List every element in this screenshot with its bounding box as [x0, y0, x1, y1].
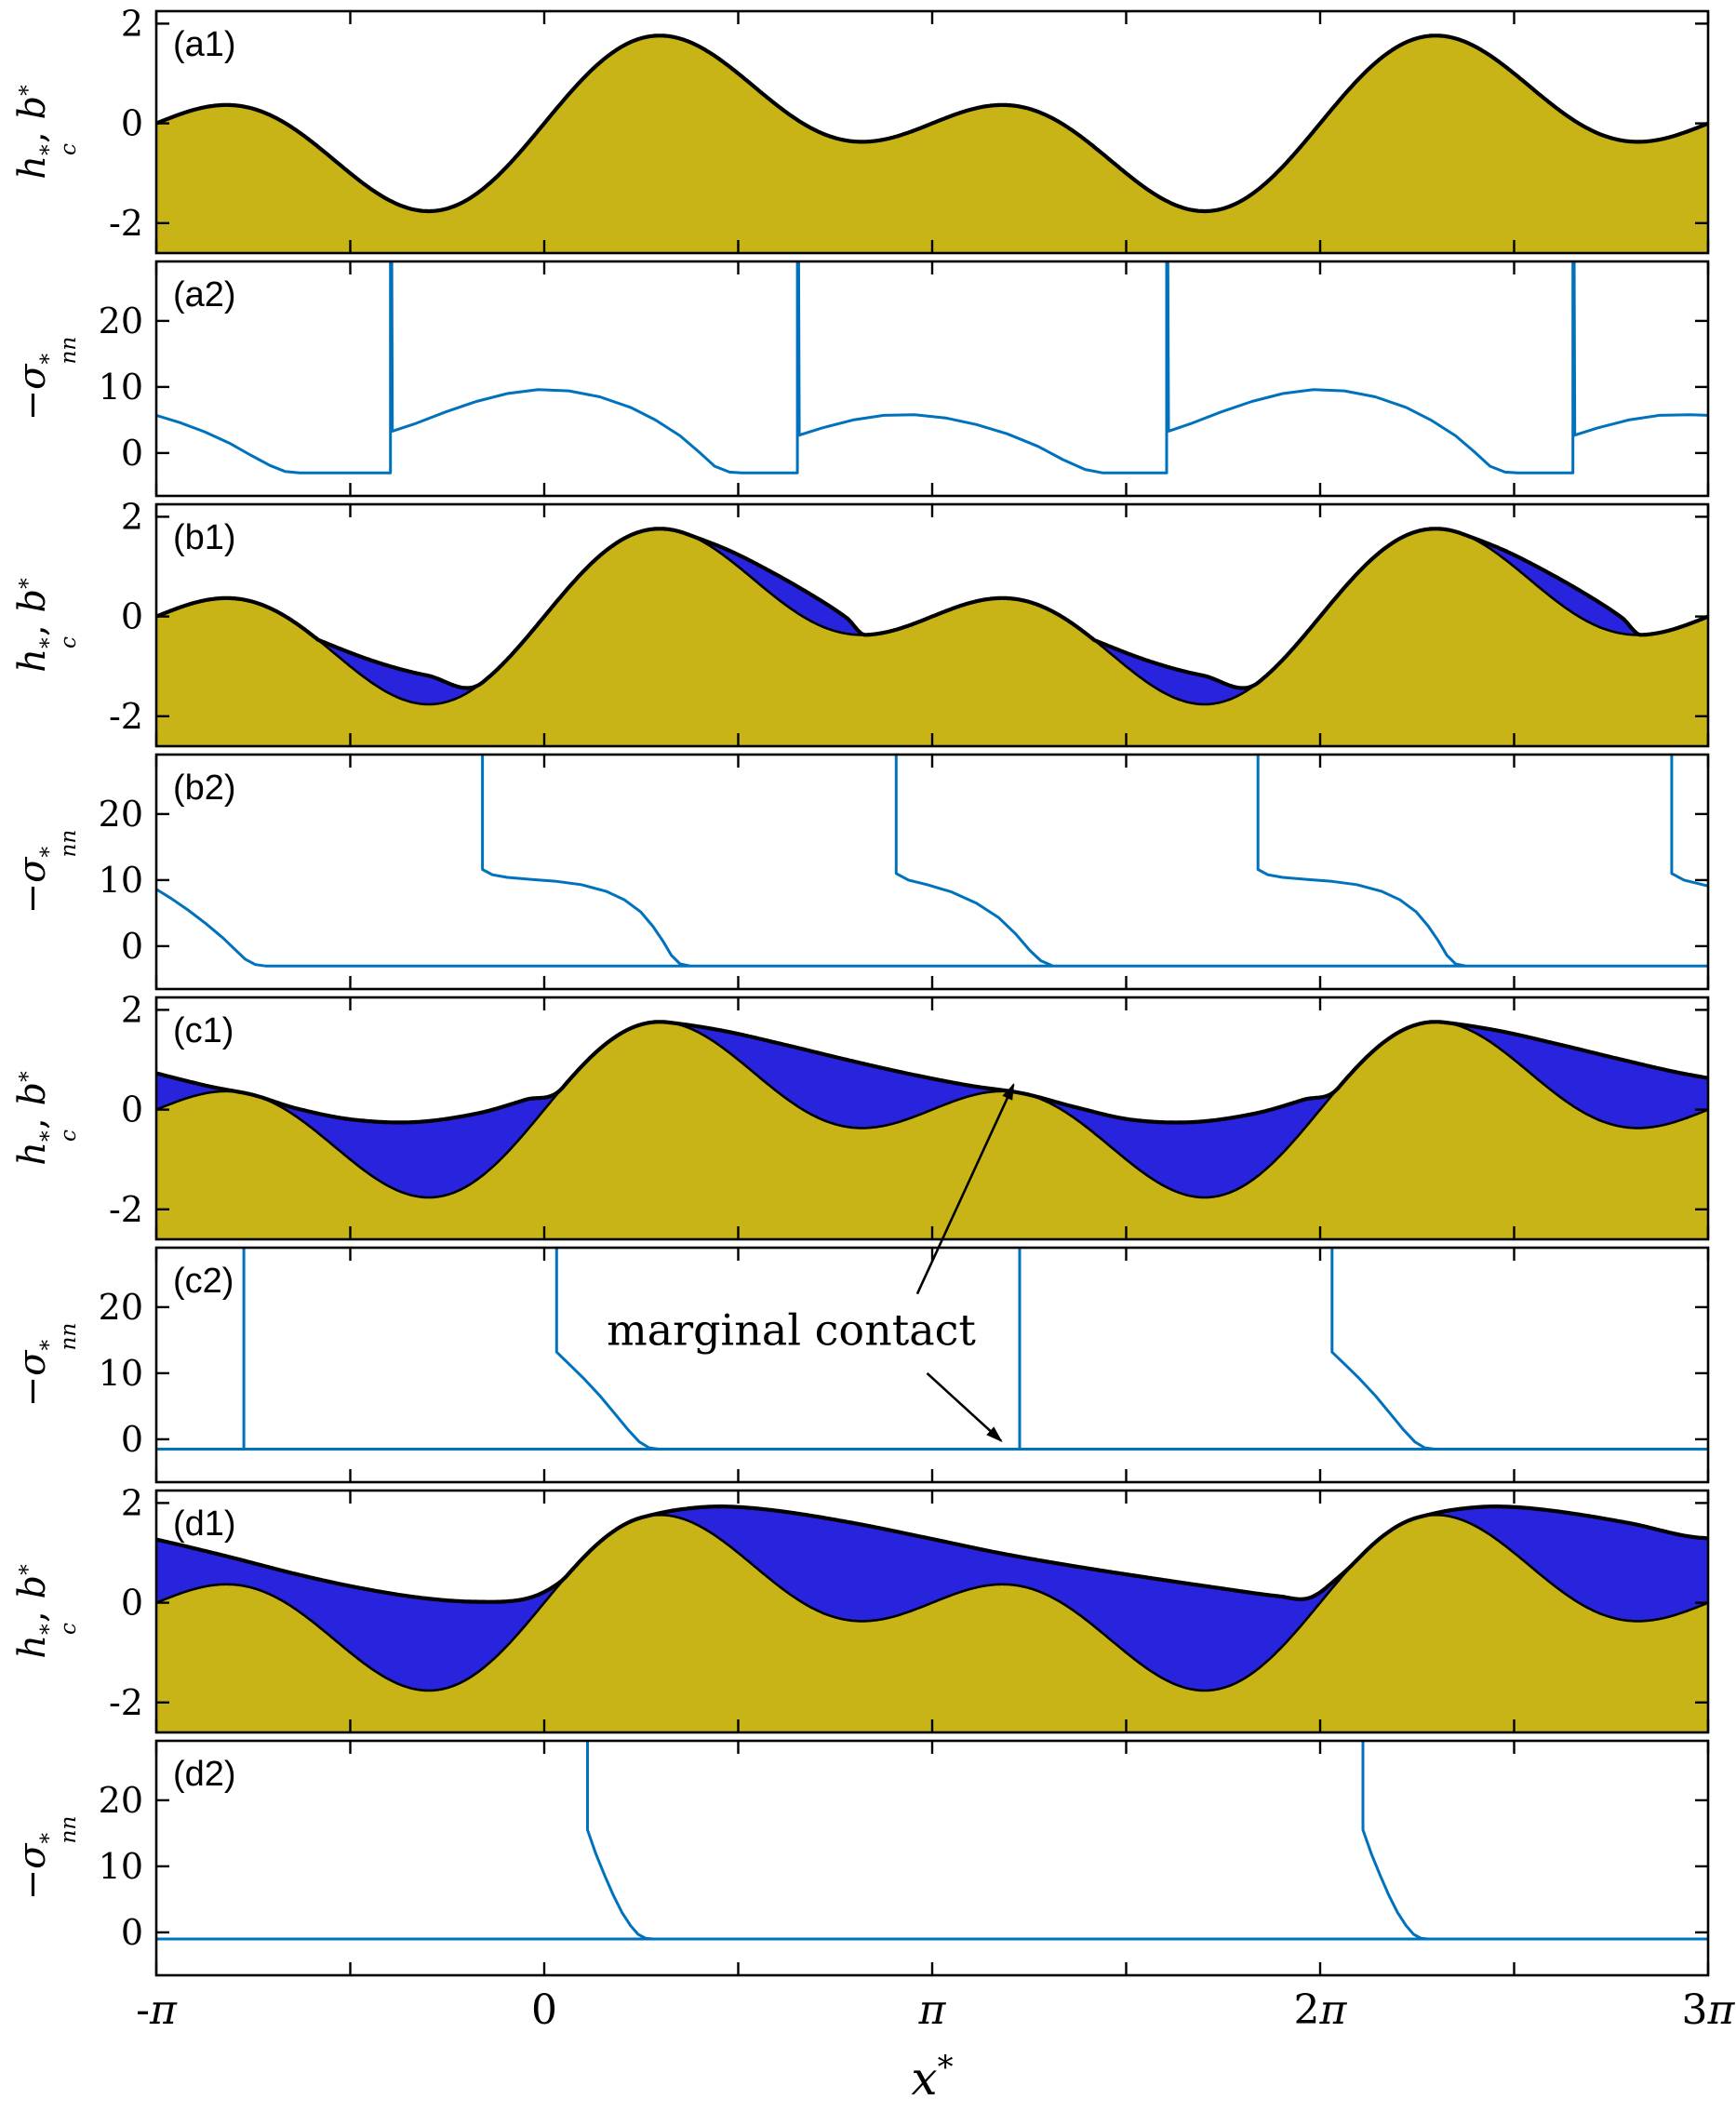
y-tick-label: 20 [99, 301, 143, 341]
pressure-curve [156, 261, 1708, 475]
x-tick-label: 2π [1294, 1986, 1348, 2034]
annotation-arrow [915, 1082, 1015, 1295]
y-tick-label: 10 [99, 860, 143, 901]
y-tick-label: 2 [121, 3, 143, 44]
panel-frame [154, 1739, 1710, 1977]
y-tick-label: -2 [109, 1682, 143, 1723]
panel-frame [154, 1489, 1710, 1734]
panel-label-b1: (b1) [173, 518, 236, 557]
panel-d1: -2 0 2 (d1) [109, 1482, 1710, 1734]
axis-ticks [154, 1491, 1710, 1732]
y-tick-label: 10 [99, 1353, 143, 1394]
y-axis-label-c2: −σ * nn [10, 1322, 81, 1408]
sheet-curve [156, 527, 1708, 690]
panel-frame [154, 9, 1710, 255]
y-tick-label: 0 [121, 103, 143, 144]
substrate-fill [156, 35, 1708, 253]
y-axis-label-b1: h * c, b* [10, 578, 81, 673]
y-axis-label-b2: −σ * nn [10, 829, 81, 915]
panel-frame [154, 260, 1710, 498]
panel-label-d1: (d1) [173, 1504, 236, 1544]
panel-label-a1: (a1) [173, 25, 236, 64]
pressure-curve [156, 755, 1708, 968]
y-axis-label-d2: −σ * nn [10, 1815, 81, 1901]
y-tick-label: 0 [121, 596, 143, 637]
y-tick-label: 0 [121, 926, 143, 967]
gap-fill [667, 1022, 1020, 1129]
x-tick-label: π [918, 1986, 947, 2034]
y-axis-label-c1: h * c, b* [10, 1071, 81, 1166]
y-tick-label: 10 [99, 367, 143, 408]
y-tick-label: 10 [99, 1846, 143, 1887]
y-axis-label-a1: h * c, b* [10, 85, 81, 180]
gap-fill [1443, 1022, 1708, 1129]
annotation-arrow [926, 1371, 1003, 1442]
y-tick-label: -2 [109, 203, 143, 244]
y-tick-label: 20 [99, 1287, 143, 1328]
y-tick-label: 2 [121, 496, 143, 537]
axis-ticks [154, 998, 1710, 1238]
substrate-fill [156, 1022, 1708, 1239]
sheet-curve [156, 1020, 1708, 1125]
axis-ticks [154, 1249, 1710, 1481]
panel-a1: -2 0 2 (a1) [109, 3, 1710, 255]
axis-ticks [154, 262, 1710, 495]
y-tick-label: -2 [109, 696, 143, 737]
y-tick-label: 0 [121, 1419, 143, 1460]
panel-label-b2: (b2) [173, 769, 236, 808]
y-tick-label: 0 [121, 1583, 143, 1624]
panel-label-a2: (a2) [173, 275, 236, 314]
x-tick-label: 3π [1682, 1986, 1736, 2034]
substrate-fill [156, 528, 1708, 746]
panel-c2: 0 10 20 (c2) [99, 1246, 1710, 1484]
gap-fill [156, 1539, 588, 1691]
pressure-curve [156, 1248, 1708, 1451]
panel-d2: 0 10 20 (d2) [99, 1739, 1710, 1977]
pressure-curve [156, 1741, 1708, 1941]
y-tick-label: 2 [121, 989, 143, 1030]
gap-fill [1005, 597, 1259, 704]
y-axis-label-d1: h * c, b* [10, 1564, 81, 1659]
y-tick-label: 20 [99, 1780, 143, 1821]
substrate-fill [156, 1515, 1708, 1732]
panel-b2: 0 10 20 (b2) [99, 753, 1710, 991]
gap-fill [1462, 533, 1642, 635]
y-tick-label: -2 [109, 1189, 143, 1230]
panel-frame [154, 502, 1710, 748]
y-tick-label: 0 [121, 1090, 143, 1130]
substrate-curve [156, 1514, 1708, 1692]
panel-frame [154, 1246, 1710, 1484]
panel-frame [154, 753, 1710, 991]
panel-c1: -2 0 2 (c1) [109, 989, 1710, 1241]
y-tick-label: 2 [121, 1482, 143, 1523]
panel-b1: -2 0 2 (b1) [109, 496, 1710, 748]
panel-a2: 0 10 20 (a2) [99, 260, 1710, 498]
panel-frame [154, 996, 1710, 1241]
annotation-marginal-contact: marginal contact [607, 1305, 976, 1356]
x-tick-label: 0 [531, 1986, 557, 2034]
y-axis-label-a2: −σ * nn [10, 336, 81, 421]
y-tick-label: 0 [121, 1912, 143, 1953]
gap-fill [686, 533, 866, 635]
axis-ticks [154, 755, 1710, 988]
sheet-curve [156, 1504, 1708, 1604]
gap-fill [643, 1506, 1364, 1691]
axis-ticks [154, 12, 1710, 252]
panel-label-d2: (d2) [173, 1755, 236, 1794]
axis-ticks [154, 505, 1710, 745]
gap-fill [229, 597, 483, 704]
panel-label-c2: (c2) [173, 1262, 234, 1301]
y-tick-label: 0 [121, 433, 143, 474]
panel-label-c1: (c1) [173, 1011, 234, 1050]
x-tick-label: -π [136, 1986, 178, 2034]
axis-ticks [154, 1742, 1710, 1974]
y-tick-label: 20 [99, 794, 143, 835]
sheet-curve [156, 33, 1708, 214]
